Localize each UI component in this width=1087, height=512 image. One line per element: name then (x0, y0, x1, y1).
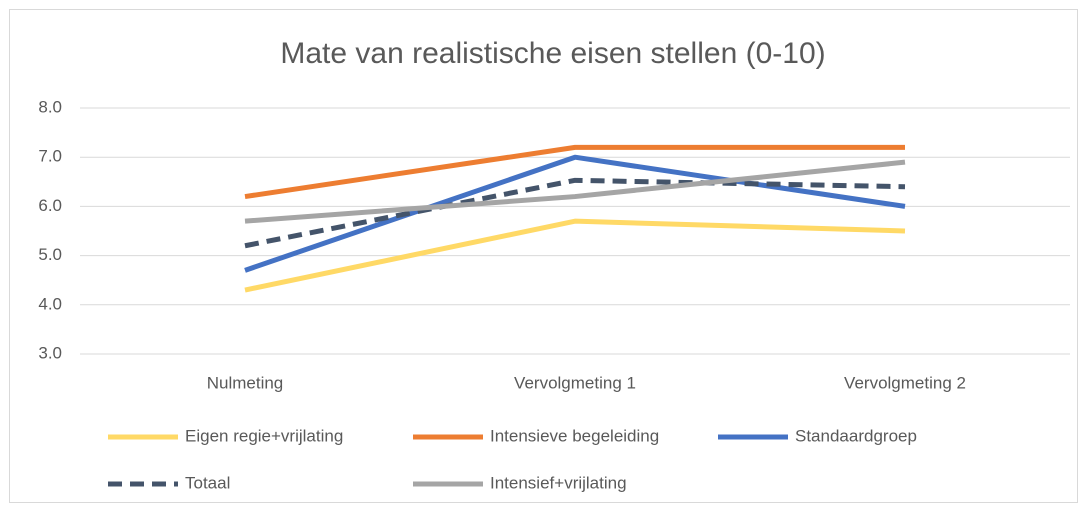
y-tick-label: 3.0 (38, 343, 62, 362)
legend-label: Intensieve begeleiding (490, 426, 659, 445)
y-tick-label: 8.0 (38, 97, 62, 116)
series-line (244, 177, 906, 249)
x-tick-label: Vervolgmeting 2 (844, 373, 966, 392)
legend-label: Totaal (185, 473, 230, 492)
series-line (244, 154, 906, 273)
x-tick-label: Vervolgmeting 1 (514, 373, 636, 392)
series-line (244, 218, 906, 293)
chart-title: Mate van realistische eisen stellen (0-1… (280, 37, 825, 70)
y-tick-label: 7.0 (38, 147, 62, 166)
y-tick-label: 6.0 (38, 196, 62, 215)
legend-label: Standaardgroep (795, 426, 917, 445)
x-tick-label: Nulmeting (207, 373, 284, 392)
series-line (244, 144, 905, 200)
y-tick-label: 4.0 (38, 294, 62, 313)
series-line (244, 159, 906, 224)
y-tick-label: 5.0 (38, 245, 62, 264)
legend-label: Intensief+vrijlating (490, 473, 627, 492)
legend-label: Eigen regie+vrijlating (185, 426, 343, 445)
